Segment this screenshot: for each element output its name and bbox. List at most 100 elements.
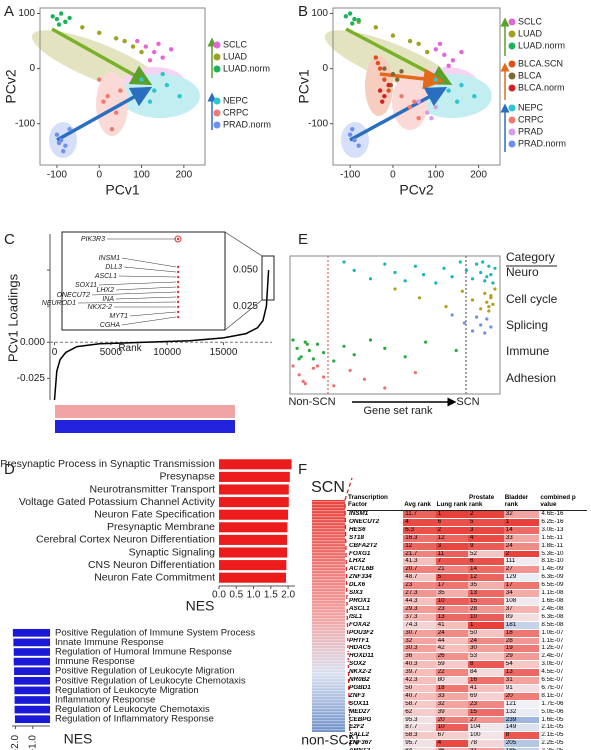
panel-label: B (298, 3, 308, 20)
table-row: ASCL1 29.3 23 28 37 2.4E-08 (347, 605, 587, 614)
rank-cell: 84 (403, 747, 436, 750)
legend-swatch (213, 97, 221, 105)
rank-cell: 18 (435, 684, 469, 693)
rank-cell: 36 (435, 747, 469, 750)
table-row: SOX2 40.3 59 8 54 3.0E-07 (347, 660, 587, 670)
p-value: 1.6E-08 (539, 597, 587, 606)
point (160, 55, 165, 60)
gene-label: NEUROD1 (42, 300, 76, 307)
gene-set-point (487, 305, 491, 309)
point (135, 38, 140, 44)
panel-label: F (298, 461, 307, 478)
p-value: 1.7E-06 (539, 700, 587, 709)
category-label: Positive Regulation of Immune System Pro… (55, 627, 255, 638)
rank-cell: 29 (503, 652, 540, 662)
gene-set-point (342, 260, 346, 264)
rank-cell: 16.3 (403, 534, 436, 543)
rank-cell: 26 (435, 652, 469, 662)
gene-set-point (383, 346, 387, 350)
gene-set-point (483, 279, 487, 283)
point (377, 88, 383, 93)
gene-set-point (491, 281, 495, 285)
p-value: 3.0E-13 (539, 526, 587, 535)
gene-set-point (303, 340, 307, 344)
gene-set-point (470, 277, 475, 281)
point (386, 88, 391, 93)
bar (219, 497, 289, 508)
rank-cell: 6.3 (403, 526, 436, 535)
x-tick-label: 10000 (153, 347, 181, 358)
tf-name: NR0B2 (347, 676, 404, 685)
rank-cell: 31 (468, 747, 504, 750)
point (395, 77, 400, 82)
rank-cell: 4 (403, 518, 436, 527)
gene-set-point (454, 348, 458, 353)
table-row: MED27 62 39 15 132 5.0E-06 (347, 708, 587, 717)
point (433, 77, 438, 82)
rank-cell: 12 (403, 542, 436, 551)
rank-cell: 11 (435, 550, 469, 559)
rank-cell: 28 (503, 637, 540, 646)
rank-cell: 10 (468, 613, 504, 622)
bar (219, 509, 289, 520)
point (152, 49, 157, 55)
rank-cell: 17 (435, 581, 469, 591)
p-value: 8.5E-08 (539, 621, 587, 630)
gene-set-point (417, 296, 422, 300)
gene-pointer (115, 286, 177, 291)
legend-label: SCLC (223, 39, 248, 49)
tf-name: INSM1 (347, 510, 404, 519)
tf-name: DLX6 (347, 581, 404, 591)
point (352, 16, 357, 22)
y-axis-label: PCv1 (296, 69, 312, 103)
rank-cell: 54 (503, 660, 540, 670)
legend-label: CRPC (518, 114, 544, 124)
gene-set-point (424, 340, 428, 344)
rank-cell: 111 (503, 557, 540, 567)
p-value: 1.1E-08 (539, 589, 587, 598)
point (399, 93, 404, 99)
x-tick-label: -1.0 (27, 735, 38, 750)
tf-name: SIX3 (347, 589, 404, 598)
tf-name: HDAC5 (347, 644, 404, 654)
rank-cell: 108 (503, 597, 540, 606)
tf-name: ASCL1 (347, 605, 404, 614)
p-value: 1.4E-09 (539, 565, 587, 575)
gene-set-point (332, 384, 336, 388)
p-value: 1.1E-07 (539, 637, 587, 646)
gene-set-point (322, 375, 326, 379)
point (437, 41, 443, 47)
rank-cell: 35 (468, 581, 504, 591)
rank-cell: 27 (503, 565, 540, 575)
table-row: PROX1 44.3 10 15 108 1.6E-08 (347, 597, 587, 606)
gene-set-point (332, 359, 336, 363)
rank-cell: 181 (503, 621, 540, 630)
rank-cell: 62 (403, 708, 436, 717)
legend-label: BLCA.norm (518, 82, 565, 92)
tf-table: Transcription Factor Avg rank Lung rank Pro… (347, 474, 587, 750)
gene-set-point (479, 270, 483, 275)
point (390, 33, 396, 38)
gene-label: MYT1 (109, 313, 128, 320)
y-tick-label: 100 (18, 8, 35, 19)
p-value: 5.3E-10 (539, 550, 587, 559)
gene-set-point (485, 300, 489, 304)
legend-label: LUAD.norm (518, 40, 565, 50)
category-label: Immune Response (55, 656, 135, 667)
p-value: 2.4E-08 (539, 605, 587, 614)
gene-set-point (403, 355, 407, 359)
gene-set-point (489, 294, 493, 298)
p-value: 6.5E-07 (539, 676, 587, 685)
group-outlines (31, 30, 492, 158)
rank-cell: 23 (468, 700, 504, 709)
x-axis-label: Rank (118, 343, 142, 354)
point (152, 88, 157, 93)
category-label: Cerebral Cortex Neuron Differentiation (36, 534, 215, 546)
rank-cell: 95.3 (403, 716, 436, 725)
rank-cell: 32 (403, 637, 436, 646)
gene-set-point (297, 373, 301, 377)
x-tick-label: 100 (133, 170, 150, 181)
rank-cell: 20 (435, 716, 469, 725)
table-row: NR0B2 42.3 80 16 31 6.5E-07 (347, 676, 587, 685)
column-header: combined p value (540, 494, 576, 508)
